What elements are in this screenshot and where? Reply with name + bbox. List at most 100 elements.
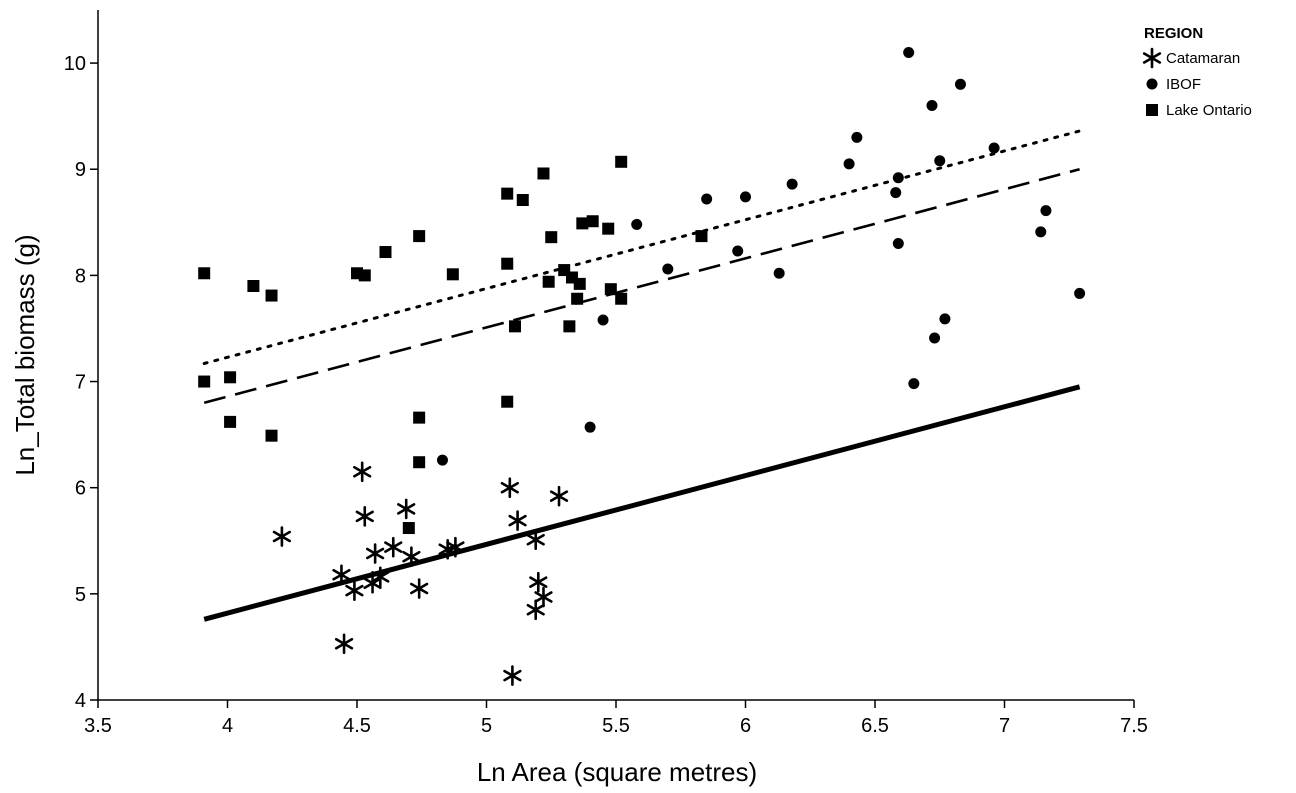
data-point — [695, 230, 708, 243]
data-point — [903, 46, 915, 58]
y-tick-label: 9 — [75, 159, 86, 181]
data-point — [198, 375, 211, 388]
data-point — [926, 100, 938, 112]
data-point — [508, 510, 527, 531]
y-tick-label: 6 — [75, 478, 86, 500]
data-point — [413, 230, 426, 243]
legend-marker — [1146, 104, 1158, 116]
data-point — [615, 292, 628, 305]
data-point — [573, 277, 586, 290]
data-point — [576, 217, 589, 230]
legend-marker — [1142, 47, 1162, 69]
fit-line-lake-ontario — [203, 167, 1080, 405]
x-tick-label: 4 — [222, 715, 233, 737]
data-point — [402, 546, 421, 567]
data-point — [500, 477, 519, 498]
data-point — [786, 178, 798, 190]
legend-label: Lake Ontario — [1166, 102, 1252, 119]
data-point — [545, 231, 558, 244]
data-point — [224, 415, 237, 428]
data-point — [597, 314, 609, 326]
data-point — [503, 665, 522, 686]
fit-lines — [202, 129, 1082, 622]
data-point — [198, 267, 211, 280]
x-tick-label: 5 — [481, 715, 492, 737]
y-axis-label: Ln_Total biomass (g) — [10, 234, 40, 475]
data-point — [908, 378, 920, 390]
data-point — [413, 456, 426, 469]
legend-marker — [1146, 78, 1158, 90]
data-point — [563, 320, 576, 333]
x-tick-label: 6 — [740, 715, 751, 737]
data-point — [501, 187, 514, 200]
data-point — [366, 543, 385, 564]
data-point — [988, 142, 1000, 154]
data-point — [843, 158, 855, 170]
data-point — [939, 313, 951, 325]
data-point — [272, 526, 292, 547]
data-point — [954, 78, 966, 90]
data-point — [851, 131, 863, 143]
data-point — [526, 599, 545, 621]
y-tick-label: 10 — [64, 53, 86, 75]
fit-line-catamaran — [203, 384, 1081, 622]
data-point — [247, 280, 260, 292]
y-tick-label: 7 — [75, 372, 86, 394]
axes: 3.5 4 4.5 5 5.5 6 6.5 7 7.5 4 5 6 7 8 9 10 — [64, 10, 1148, 737]
x-tick-label: 3.5 — [84, 715, 112, 737]
legend-item: IBOF — [1146, 76, 1201, 93]
data-point — [371, 566, 390, 588]
series-ibof — [436, 46, 1086, 466]
data-point — [604, 283, 617, 296]
data-point — [379, 246, 392, 259]
data-point — [358, 269, 371, 282]
x-tick-label: 7.5 — [1120, 715, 1148, 737]
y-tick-label: 4 — [75, 690, 86, 712]
data-point — [508, 320, 521, 333]
data-point — [740, 191, 751, 203]
data-point — [402, 522, 415, 535]
data-point — [542, 275, 555, 288]
x-tick-label: 5.5 — [602, 715, 630, 737]
data-point — [446, 268, 459, 281]
legend-item: Lake Ontario — [1146, 102, 1252, 119]
data-point — [1074, 287, 1086, 299]
data-point — [549, 485, 569, 507]
data-point — [732, 245, 744, 257]
data-point — [345, 580, 364, 601]
x-axis-label: Ln Area (square metres) — [477, 757, 757, 787]
data-point — [332, 564, 351, 586]
legend-label: IBOF — [1166, 76, 1201, 93]
x-tick-label: 4.5 — [343, 715, 371, 737]
data-point — [413, 411, 426, 424]
data-point — [265, 429, 278, 442]
data-point — [384, 536, 403, 558]
series-catamaran — [272, 461, 569, 686]
legend-label: Catamaran — [1166, 50, 1240, 67]
data-point — [701, 193, 713, 205]
series-lake-ontario — [198, 155, 708, 535]
data-point — [934, 155, 946, 167]
data-point — [397, 498, 416, 520]
y-tick-label: 8 — [75, 265, 86, 287]
legend: REGION Catamaran IBOF Lake Ontario — [1142, 25, 1252, 119]
data-point — [615, 155, 628, 168]
data-point — [224, 371, 237, 384]
data-point — [446, 536, 465, 558]
data-point — [516, 194, 529, 207]
data-point — [929, 332, 941, 344]
data-point — [1035, 226, 1047, 238]
data-point — [602, 222, 615, 235]
x-tick-label: 7 — [999, 715, 1010, 737]
data-point — [1040, 205, 1052, 217]
data-point — [363, 572, 382, 594]
data-point — [353, 461, 372, 483]
fit-line-ibof — [202, 129, 1082, 365]
data-points — [198, 46, 1086, 686]
legend-title: REGION — [1144, 25, 1203, 42]
data-point — [265, 289, 278, 302]
data-point — [773, 267, 785, 279]
data-point — [436, 454, 448, 466]
data-point — [334, 633, 354, 655]
